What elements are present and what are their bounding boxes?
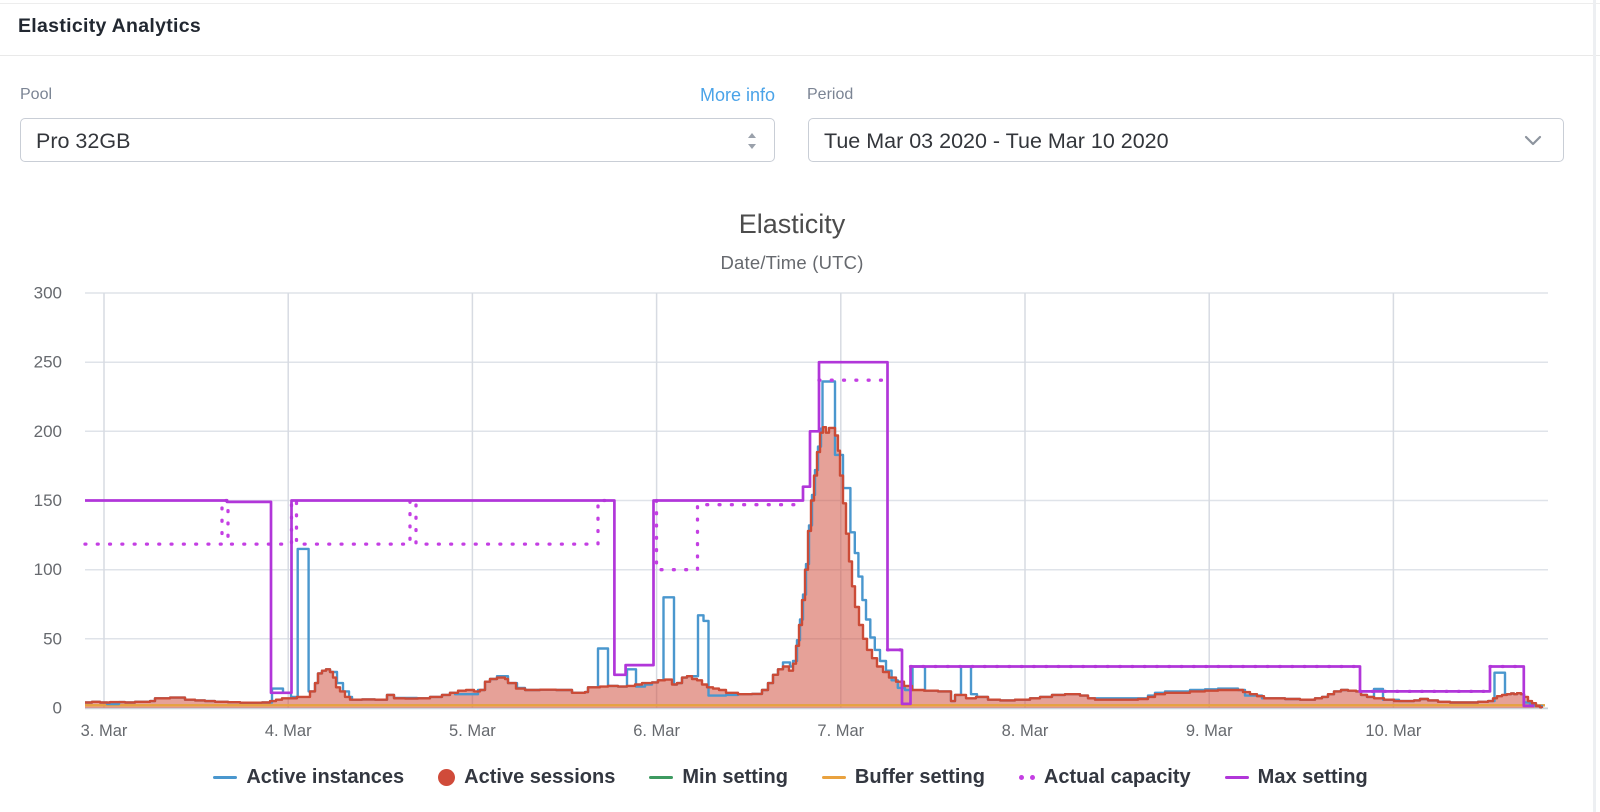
svg-text:300: 300 [34, 284, 62, 303]
svg-text:6. Mar: 6. Mar [633, 722, 680, 740]
svg-text:100: 100 [34, 560, 62, 579]
svg-text:3. Mar: 3. Mar [81, 722, 128, 740]
svg-text:150: 150 [34, 491, 62, 510]
svg-text:10. Mar: 10. Mar [1365, 722, 1421, 740]
svg-text:7. Mar: 7. Mar [817, 722, 864, 740]
svg-text:9. Mar: 9. Mar [1186, 722, 1233, 740]
svg-text:250: 250 [34, 353, 62, 372]
svg-text:0: 0 [53, 699, 62, 718]
svg-text:50: 50 [43, 629, 62, 648]
svg-text:5. Mar: 5. Mar [449, 722, 496, 740]
svg-text:4. Mar: 4. Mar [265, 722, 312, 740]
svg-text:200: 200 [34, 422, 62, 441]
svg-text:8. Mar: 8. Mar [1002, 722, 1049, 740]
